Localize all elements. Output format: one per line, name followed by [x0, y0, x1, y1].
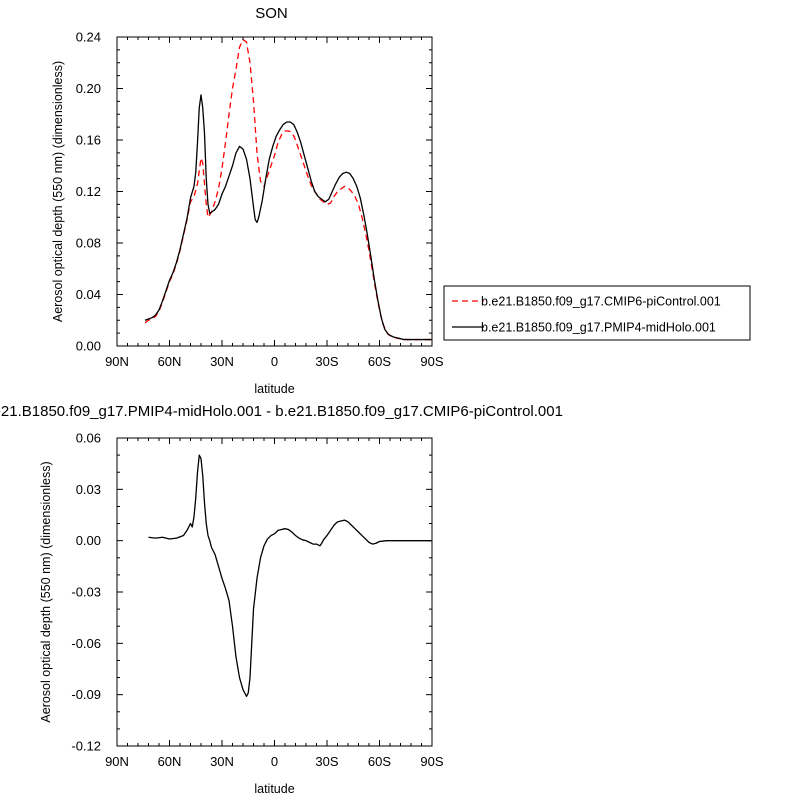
y-tick-label: 0.06	[76, 431, 101, 446]
x-tick-label: 60N	[158, 754, 182, 769]
y-tick-label: -0.06	[71, 636, 101, 651]
x-axis-label: latitude	[254, 782, 294, 796]
chart-title: b.e21.B1850.f09_g17.PMIP4-midHolo.001 - …	[0, 403, 563, 420]
x-tick-label: 90N	[105, 754, 129, 769]
series-line-1	[144, 38, 432, 341]
x-tick-label: 60S	[368, 354, 391, 369]
panel-2: 90N 60N 30N 0 30S 60S 90S -0.12 -0.09 -0.06 -0.03 0…	[0, 403, 563, 796]
legend-label: b.e21.B1850.f09_g17.PMIP4-midHolo.001	[481, 321, 716, 335]
x-tick-label: 90S	[420, 754, 443, 769]
y-tick-label: 0.04	[76, 287, 101, 302]
x-tick-label: 30N	[210, 754, 234, 769]
y-tick-label: 0.08	[76, 236, 101, 251]
x-tick-label: 0	[271, 754, 278, 769]
panel-1: 90N 60N 30N 0 30S 60S 90S 0.00 0.04 0.08 0.12 0.16 0…	[51, 5, 751, 396]
plot-frame	[116, 36, 433, 347]
y-tick-label: 0.03	[76, 482, 101, 497]
x-tick-label: 90N	[105, 354, 129, 369]
y-tick-label: 0.00	[76, 533, 101, 548]
y-tick-label: 0.20	[76, 81, 101, 96]
y-axis-label: Aerosol optical depth (550 nm) (dimensio…	[39, 461, 53, 722]
y-axis-label: Aerosol optical depth (550 nm) (dimensio…	[51, 61, 65, 322]
x-tick-label: 60N	[158, 354, 182, 369]
x-tick-label: 30N	[210, 354, 234, 369]
legend-box	[443, 285, 751, 341]
plot-frame	[116, 437, 433, 747]
x-tick-label: 30S	[315, 754, 338, 769]
y-tick-label: 0.16	[76, 133, 101, 148]
y-tick-label: -0.03	[71, 585, 101, 600]
legend-label: b.e21.B1850.f09_g17.CMIP6-piControl.001	[481, 295, 721, 309]
y-tick-label: -0.12	[71, 739, 101, 754]
x-axis-label: latitude	[254, 382, 294, 396]
x-tick-label: 0	[271, 354, 278, 369]
series-line-1	[148, 454, 432, 698]
x-tick-label: 30S	[315, 354, 338, 369]
y-tick-label: 0.00	[76, 339, 101, 354]
x-tick-label: 90S	[420, 354, 443, 369]
y-tick-label: 0.24	[76, 30, 101, 45]
y-tick-label: -0.09	[71, 687, 101, 702]
chart-title: SON	[255, 5, 288, 22]
x-tick-label: 60S	[368, 754, 391, 769]
series-line-2	[144, 94, 432, 341]
y-tick-label: 0.12	[76, 184, 101, 199]
legend: b.e21.B1850.f09_g17.CMIP6-piControl.001b…	[443, 285, 751, 341]
